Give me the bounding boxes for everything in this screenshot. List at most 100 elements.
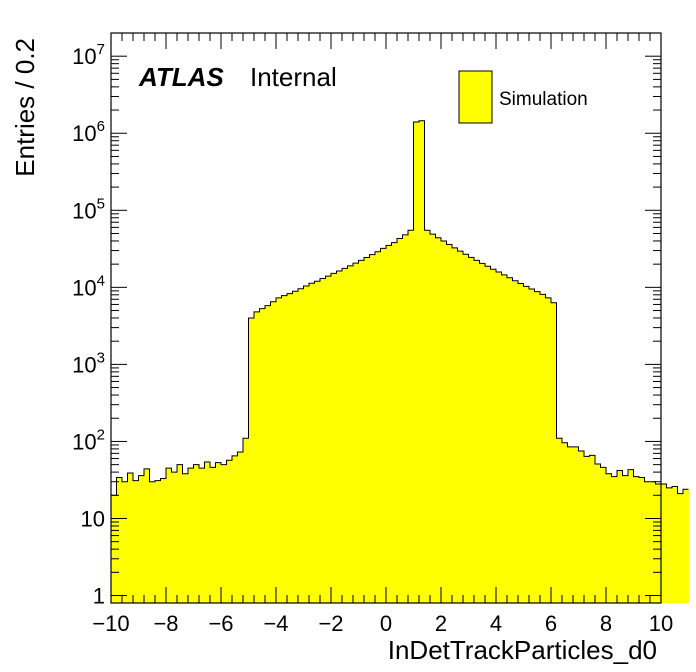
- histogram-bar: [644, 481, 651, 603]
- histogram-bar: [424, 230, 431, 604]
- histogram-bar: [193, 464, 200, 603]
- histogram-bar: [248, 318, 255, 603]
- histogram-bar: [485, 266, 491, 603]
- histogram-bar: [567, 446, 574, 603]
- x-tick-label: 2: [435, 611, 447, 636]
- y-tick-label: 1: [93, 584, 105, 609]
- y-tick-labels: 1 10 102 103 104 105 106 107: [72, 41, 105, 608]
- histogram-bar: [650, 481, 656, 603]
- histogram-bar: [633, 476, 640, 603]
- x-tick-label: 6: [545, 611, 557, 636]
- histogram-bar: [628, 469, 634, 603]
- histogram-bar: [408, 230, 414, 604]
- histogram-bar: [177, 464, 183, 603]
- tick-marks: [110, 32, 662, 603]
- histogram-bar: [320, 278, 326, 603]
- legend-label: Simulation: [499, 89, 588, 110]
- y-tick-label: 10: [81, 506, 105, 531]
- histogram-bar: [529, 289, 535, 603]
- histogram-bar: [545, 297, 552, 603]
- histogram-layer: [111, 120, 689, 604]
- histogram-bar: [144, 468, 150, 603]
- histogram-bar: [578, 451, 585, 603]
- histogram-bar: [160, 478, 167, 603]
- histogram-bar: [336, 270, 343, 603]
- histogram-bar: [215, 462, 222, 603]
- plot-frame: [110, 32, 662, 604]
- legend: Simulation: [458, 70, 588, 124]
- histogram-bar: [133, 480, 139, 603]
- histogram-bar: [314, 281, 321, 603]
- histogram-bar: [342, 268, 348, 603]
- x-tick-label: −2: [318, 611, 343, 636]
- x-tick-label: 4: [490, 611, 502, 636]
- y-tick-label: 107: [72, 41, 105, 69]
- histogram-bar: [232, 455, 238, 603]
- histogram-bar: [452, 247, 458, 603]
- histogram-bar: [210, 467, 216, 603]
- y-tick-label: 105: [72, 195, 105, 223]
- histogram-bar: [419, 120, 425, 603]
- internal-label: Internal: [250, 62, 337, 92]
- y-tick-label: 102: [72, 426, 105, 454]
- histogram-bar: [606, 473, 612, 603]
- histogram-bar: [479, 263, 486, 603]
- histogram-bar: [677, 493, 684, 603]
- histogram-bar: [127, 472, 134, 603]
- histogram-bar: [204, 462, 211, 603]
- histogram-bar: [622, 475, 629, 603]
- histogram-bar: [589, 455, 596, 603]
- y-tick-label: 106: [72, 118, 105, 146]
- histogram-bar: [512, 280, 519, 603]
- y-tick-label: 104: [72, 272, 105, 300]
- histogram-bar: [309, 283, 315, 603]
- histogram-bar: [463, 254, 469, 604]
- histogram-bar: [265, 305, 271, 603]
- histogram-bar: [221, 464, 227, 603]
- histogram-bar: [490, 269, 497, 603]
- histogram-bar: [182, 473, 189, 603]
- histogram-bar: [298, 288, 304, 603]
- histogram-bar: [556, 438, 563, 603]
- x-tick-label: −10: [92, 611, 129, 636]
- histogram-bar: [617, 470, 623, 603]
- histogram-bar: [166, 468, 172, 603]
- histogram-bar: [358, 260, 365, 603]
- histogram-bar: [600, 467, 607, 603]
- legend-swatch: [458, 70, 493, 124]
- x-tick-label: 8: [600, 611, 612, 636]
- histogram-bar: [155, 480, 161, 603]
- histogram-bar: [683, 489, 689, 603]
- histogram-bar: [122, 481, 128, 603]
- histogram-bar: [331, 273, 337, 603]
- histogram-bar: [584, 456, 590, 603]
- histogram-bar: [149, 481, 156, 603]
- x-axis-title: InDetTrackParticles_d0: [388, 635, 657, 665]
- histogram-bar: [507, 277, 513, 603]
- atlas-label: ATLAS: [138, 62, 224, 92]
- histogram-bar: [303, 286, 310, 603]
- x-tick-labels: −10 −8 −6 −4 −2 0 2 4 6 8 10: [92, 611, 673, 636]
- histogram-bar: [397, 238, 403, 603]
- histogram-bar: [573, 446, 579, 603]
- histogram-bar: [116, 477, 123, 603]
- histogram-bar: [287, 293, 293, 603]
- histogram-bar: [270, 301, 277, 603]
- histogram-bar: [430, 234, 436, 603]
- histogram-bar: [386, 245, 392, 604]
- histogram-bar: [391, 242, 398, 604]
- histogram-bar: [523, 286, 530, 603]
- y-tick-label: 103: [72, 349, 105, 377]
- histogram-bar: [375, 251, 381, 603]
- histogram-bar: [496, 272, 502, 603]
- histogram-bar: [639, 477, 645, 603]
- histogram-bar: [551, 302, 557, 603]
- histogram-bar: [661, 484, 667, 603]
- x-tick-label: 10: [649, 611, 673, 636]
- histogram-bar: [672, 486, 678, 603]
- histogram-bar: [276, 297, 282, 603]
- histogram-bar: [474, 260, 480, 603]
- histogram-bar: [468, 257, 475, 603]
